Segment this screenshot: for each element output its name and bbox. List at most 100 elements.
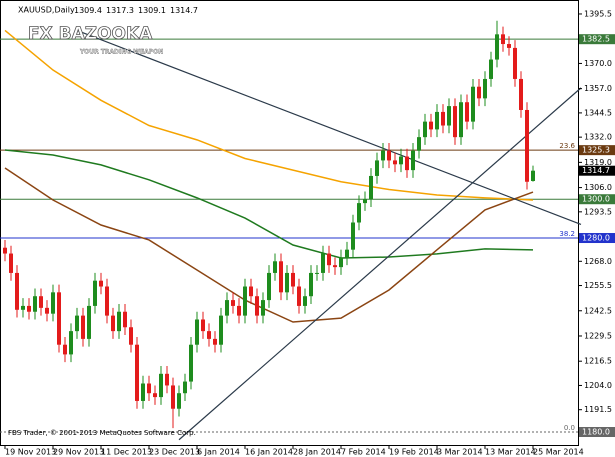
candle-body xyxy=(189,344,193,382)
candle-body xyxy=(501,34,505,45)
level-label: 1180.0 xyxy=(582,428,610,437)
y-tick-label: 1370.0 xyxy=(584,59,612,68)
candle-body xyxy=(225,300,229,316)
candle-body xyxy=(357,203,361,223)
candle-body xyxy=(123,311,127,328)
candle-body xyxy=(129,327,133,345)
y-tick-label: 1255.5 xyxy=(584,281,612,290)
y-tick-label: 1204.0 xyxy=(584,381,612,390)
candle-body xyxy=(519,78,523,110)
candle-body xyxy=(111,315,115,332)
ohlc-close: 1314.7 xyxy=(170,6,198,15)
candle-body xyxy=(141,383,145,401)
x-tick-label: 3 Mar 2014 xyxy=(437,448,483,457)
y-tick-label: 1242.5 xyxy=(584,306,612,315)
x-tick-label: 25 Mar 2014 xyxy=(533,448,584,457)
candle-body xyxy=(3,247,7,254)
trend-line xyxy=(178,87,582,441)
y-tick-label: 1216.5 xyxy=(584,357,612,366)
x-tick-label: 7 Feb 2014 xyxy=(341,448,386,457)
candle-body xyxy=(69,331,73,355)
candle-body xyxy=(117,311,121,332)
x-tick-label: 6 Jan 2014 xyxy=(197,448,240,457)
x-tick-label: 16 Jan 2014 xyxy=(245,448,293,457)
candle-body xyxy=(285,272,289,293)
x-tick-label: 19 Feb 2014 xyxy=(389,448,439,457)
candle-body xyxy=(399,156,403,165)
candle-body xyxy=(435,111,439,130)
candle-body xyxy=(297,286,301,306)
ohlc-low: 1309.1 xyxy=(138,6,166,15)
plot-layer: 23.6 38.2 0.0 xyxy=(0,20,582,441)
ohlc-high: 1317.3 xyxy=(106,6,134,15)
candle-body xyxy=(309,272,313,297)
candle-body xyxy=(207,331,211,339)
footer: FBS Trader, © 2001-2013 MetaQuotes Softw… xyxy=(8,429,196,437)
candle-body xyxy=(75,315,79,332)
candle-body xyxy=(81,315,85,339)
candle-body xyxy=(291,272,295,287)
candle-body xyxy=(273,261,277,273)
candle-body xyxy=(495,34,499,60)
candle-body xyxy=(363,199,367,204)
candle-body xyxy=(255,296,259,316)
candle-body xyxy=(513,47,517,79)
candle-body xyxy=(417,137,421,151)
candle-body xyxy=(381,150,385,161)
candle-body xyxy=(531,170,535,181)
level-box xyxy=(579,34,615,45)
x-tick-label: 23 Dec 2013 xyxy=(149,448,200,457)
candle-body xyxy=(411,150,415,171)
candle-body xyxy=(87,305,91,339)
candle-body xyxy=(279,261,283,293)
y-tick-label: 1229.5 xyxy=(584,331,612,340)
candle-body xyxy=(267,272,271,301)
y-tick-label: 1344.5 xyxy=(584,108,612,117)
y-tick-label: 1191.5 xyxy=(584,405,612,414)
candle-body xyxy=(33,296,37,312)
candle-body xyxy=(57,292,61,345)
candle-body xyxy=(9,253,13,273)
candle-body xyxy=(315,272,319,274)
candle-body xyxy=(195,319,199,345)
candle-body xyxy=(303,296,307,306)
candle-body xyxy=(39,296,43,308)
candle-body xyxy=(93,280,97,306)
fib-label: 0.0 xyxy=(564,424,575,432)
candle-body xyxy=(483,78,487,99)
y-tick-label: 1332.0 xyxy=(584,133,612,142)
candle-body xyxy=(507,44,511,48)
x-tick-label: 13 Mar 2014 xyxy=(485,448,536,457)
x-tick-label: 11 Dec 2013 xyxy=(101,448,152,457)
y-tick-label: 1357.0 xyxy=(584,84,612,93)
candle-body xyxy=(345,249,349,258)
candle-body xyxy=(525,109,529,182)
candle-body xyxy=(429,121,433,130)
candle-body xyxy=(201,319,205,332)
candle-body xyxy=(453,106,457,138)
ohlc-open: 1309.4 xyxy=(74,6,102,15)
candle-body xyxy=(27,305,31,312)
level-label: 1382.5 xyxy=(582,35,610,44)
y-tick-label: 1395.5 xyxy=(584,9,612,18)
level-box xyxy=(579,427,615,438)
moving-average xyxy=(4,167,534,323)
moving-average xyxy=(4,149,534,259)
fib-label: 38.2 xyxy=(559,230,575,238)
y-tick-label: 1268.0 xyxy=(584,257,612,266)
ohlc-readout: 1309.4 1317.3 1309.1 1314.7 xyxy=(74,6,198,15)
candle-body xyxy=(99,280,103,287)
candle-body xyxy=(105,286,109,316)
candle-body xyxy=(15,272,19,310)
candle-body xyxy=(147,383,151,394)
candle-body xyxy=(219,315,223,345)
candle-body xyxy=(261,300,265,316)
candle-body xyxy=(63,344,67,355)
candle-body xyxy=(135,344,139,401)
candle-body xyxy=(333,265,337,268)
fib-label: 23.6 xyxy=(559,142,575,150)
chart-title: XAUUSD,Daily xyxy=(18,6,75,15)
candle-body xyxy=(177,393,181,409)
candle-body xyxy=(231,300,235,306)
candle-body xyxy=(51,292,55,314)
